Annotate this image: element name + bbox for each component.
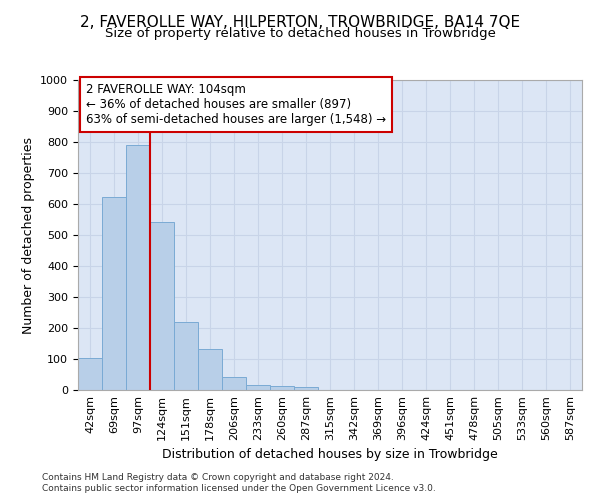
Bar <box>102 197 126 390</box>
Bar <box>294 387 318 390</box>
Text: Contains public sector information licensed under the Open Government Licence v3: Contains public sector information licen… <box>42 484 436 493</box>
Text: 2 FAVEROLLE WAY: 104sqm
← 36% of detached houses are smaller (897)
63% of semi-d: 2 FAVEROLLE WAY: 104sqm ← 36% of detache… <box>86 83 386 126</box>
Bar <box>78 358 102 390</box>
Bar <box>222 377 246 390</box>
Text: 2, FAVEROLLE WAY, HILPERTON, TROWBRIDGE, BA14 7QE: 2, FAVEROLLE WAY, HILPERTON, TROWBRIDGE,… <box>80 15 520 30</box>
Bar <box>246 384 270 390</box>
Bar <box>150 222 174 390</box>
Text: Contains HM Land Registry data © Crown copyright and database right 2024.: Contains HM Land Registry data © Crown c… <box>42 472 394 482</box>
Y-axis label: Number of detached properties: Number of detached properties <box>22 136 35 334</box>
X-axis label: Distribution of detached houses by size in Trowbridge: Distribution of detached houses by size … <box>162 448 498 462</box>
Text: Size of property relative to detached houses in Trowbridge: Size of property relative to detached ho… <box>104 28 496 40</box>
Bar <box>270 386 294 390</box>
Bar <box>198 349 222 390</box>
Bar <box>126 145 150 390</box>
Bar <box>174 322 198 390</box>
